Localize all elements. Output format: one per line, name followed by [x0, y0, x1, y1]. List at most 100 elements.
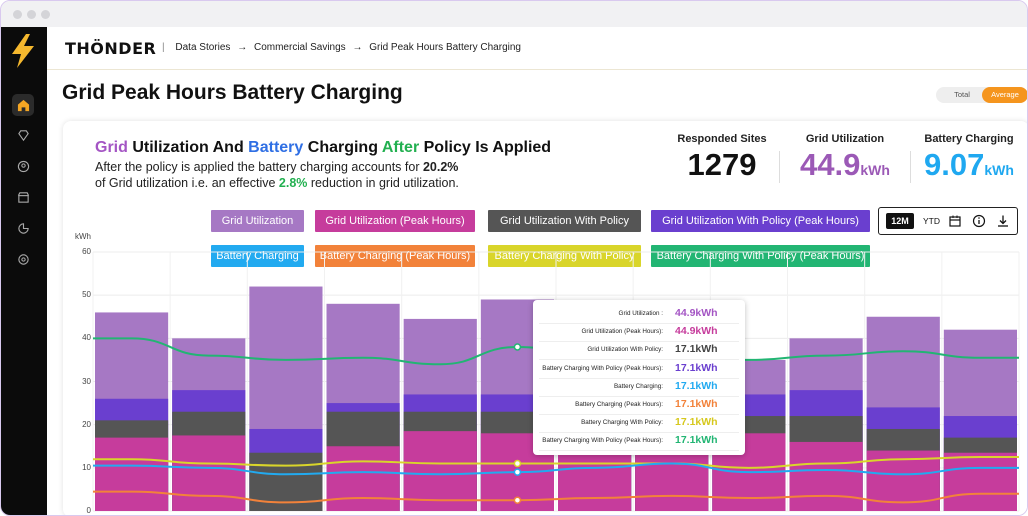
- hover-marker: [513, 343, 522, 351]
- settings-icon[interactable]: [12, 248, 34, 270]
- calendar-icon[interactable]: [947, 213, 963, 229]
- summary-highlight: 2.8%: [278, 176, 308, 190]
- info-icon[interactable]: [971, 213, 987, 229]
- range-controls: 12M YTD: [878, 207, 1018, 235]
- headline-word: Utilization And: [127, 139, 249, 156]
- stat-value: 9.07kWh: [913, 147, 1025, 183]
- hover-marker: [513, 468, 522, 476]
- bar-grid-utilization-peak-hours-[interactable]: [403, 431, 477, 511]
- stat-unit: kWh: [984, 162, 1014, 178]
- legend-grid-utilization[interactable]: Grid Utilization: [211, 210, 304, 232]
- user-icon[interactable]: [12, 155, 34, 177]
- tooltip-value: 17.1kWh: [675, 361, 718, 374]
- bar-grid-utilization-peak-hours-[interactable]: [943, 452, 1017, 511]
- hover-marker: [513, 459, 522, 468]
- headline-word: Grid: [95, 139, 128, 156]
- tooltip-value: 17.1kWh: [675, 343, 718, 356]
- legend-grid-utilization-peak[interactable]: Grid Utilization (Peak Hours): [315, 210, 475, 232]
- bar-grid-utilization-peak-hours-[interactable]: [326, 446, 400, 511]
- bolt-logo-icon[interactable]: [8, 33, 38, 69]
- divider: [910, 151, 911, 183]
- legend-grid-utilization-policy-peak[interactable]: Grid Utilization With Policy (Peak Hours…: [651, 210, 870, 232]
- window-dot[interactable]: [41, 10, 50, 19]
- tooltip-value: 17.1kWh: [675, 416, 718, 429]
- tooltip-label: Battery Charging With Policy (Peak Hours…: [542, 437, 663, 445]
- line-battery-charging-peak-hours-[interactable]: [93, 490, 1019, 504]
- headline-word: Charging: [303, 139, 382, 156]
- summary-text: of Grid utilization i.e. an effective: [95, 176, 279, 190]
- legend-grid-utilization-policy[interactable]: Grid Utilization With Policy: [488, 210, 641, 232]
- arrow-right-icon: →: [352, 42, 363, 53]
- stat-label: Responded Sites: [677, 133, 767, 145]
- diamond-icon[interactable]: [12, 124, 34, 146]
- range-ytd-button[interactable]: YTD: [923, 216, 940, 226]
- divider: [779, 151, 780, 183]
- stat-battery-charging: Battery Charging 9.07kWh: [913, 133, 1025, 183]
- bar-grid-utilization-peak-hours-[interactable]: [95, 437, 169, 511]
- line-battery-charging-with-policy[interactable]: [93, 456, 1019, 469]
- line-battery-charging[interactable]: [93, 462, 1019, 476]
- chart-headline: Grid Utilization And Battery Charging Af…: [95, 139, 551, 157]
- stat-number: 44.9: [800, 147, 861, 182]
- toggle-average[interactable]: Average: [982, 87, 1027, 103]
- breadcrumb-item[interactable]: Commercial Savings: [253, 42, 346, 53]
- y-tick-label: 0: [86, 506, 91, 515]
- headline-word: Battery: [248, 139, 304, 156]
- stat-grid-utilization: Grid Utilization 44.9kWh: [785, 133, 905, 183]
- y-tick-label: 10: [82, 462, 91, 472]
- tooltip-value: 17.1kWh: [675, 379, 718, 392]
- tooltip-row: Grid Utilization With Policy: 17.1kWh: [539, 341, 739, 361]
- legend-battery-charging-policy[interactable]: Battery Charging With Policy: [488, 245, 641, 267]
- stat-number: 1279: [687, 147, 757, 182]
- headline-word: Policy Is Applied: [419, 139, 552, 156]
- headline-word: After: [381, 139, 420, 156]
- tooltip-label: Battery Charging (Peak Hours):: [575, 401, 663, 408]
- breadcrumb-item: Grid Peak Hours Battery Charging: [369, 42, 521, 53]
- legend-battery-charging-peak[interactable]: Battery Charging (Peak Hours): [315, 245, 475, 267]
- arrow-right-icon: →: [237, 42, 248, 53]
- legend-battery-charging[interactable]: Battery Charging: [211, 245, 304, 267]
- window-dot[interactable]: [13, 10, 22, 19]
- stat-value: 1279: [663, 147, 781, 183]
- tooltip-row: Battery Charging With Policy (Peak Hours…: [539, 360, 739, 379]
- bar-grid-utilization-peak-hours-[interactable]: [635, 446, 709, 511]
- legend-battery-charging-policy-peak[interactable]: Battery Charging With Policy (Peak Hours…: [651, 245, 870, 267]
- pie-chart-icon[interactable]: [12, 217, 34, 239]
- page-title: Grid Peak Hours Battery Charging: [62, 81, 403, 104]
- view-toggle: Total Average: [936, 87, 1027, 103]
- stat-label: Battery Charging: [924, 133, 1014, 145]
- tooltip-value: 44.9kWh: [675, 307, 718, 319]
- stat-number: 9.07: [924, 147, 985, 182]
- y-tick-label: 30: [82, 376, 91, 386]
- range-12m-button[interactable]: 12M: [886, 213, 914, 229]
- stat-label: Grid Utilization: [805, 133, 885, 145]
- tooltip-label: Grid Utilization (Peak Hours):: [581, 328, 663, 336]
- summary-highlight: 20.2%: [422, 160, 459, 174]
- breadcrumb-item[interactable]: Data Stories: [175, 42, 231, 53]
- chart-summary: After the policy is applied the battery …: [95, 159, 515, 191]
- stat-unit: kWh: [860, 162, 890, 178]
- hover-marker: [513, 496, 522, 504]
- bar-grid-utilization-peak-hours-[interactable]: [172, 435, 246, 511]
- stat-responded-sites: Responded Sites 1279: [663, 133, 781, 183]
- tooltip-row: Battery Charging With Policy: 17.1kWh: [539, 414, 739, 434]
- store-icon[interactable]: [12, 186, 34, 208]
- y-tick-label: 60: [82, 247, 91, 256]
- window-dot[interactable]: [27, 10, 36, 19]
- tooltip-row: Battery Charging With Policy (Peak Hours…: [539, 432, 739, 452]
- tooltip-value: 17.1kWh: [675, 398, 718, 410]
- tooltip-row: Battery Charging: 17.1kWh: [539, 378, 739, 397]
- tooltip-row: Grid Utilization (Peak Hours): 44.9kWh: [539, 323, 739, 343]
- tooltip-row: Battery Charging (Peak Hours): 17.1kWh: [539, 396, 739, 415]
- home-icon[interactable]: [12, 94, 34, 116]
- y-axis-unit: kWh: [75, 232, 91, 241]
- tooltip-label: Battery Charging:: [613, 382, 663, 390]
- y-tick-label: 20: [82, 419, 91, 429]
- brand-logo[interactable]: THÖNDER: [65, 39, 157, 58]
- tooltip-label: Grid Utilization With Policy:: [587, 346, 663, 354]
- toggle-total[interactable]: Total: [954, 90, 970, 99]
- download-icon[interactable]: [995, 213, 1011, 229]
- tooltip-row: Grid Utilization : 44.9kWh: [539, 305, 739, 324]
- bar-grid-utilization-peak-hours-[interactable]: [789, 441, 863, 511]
